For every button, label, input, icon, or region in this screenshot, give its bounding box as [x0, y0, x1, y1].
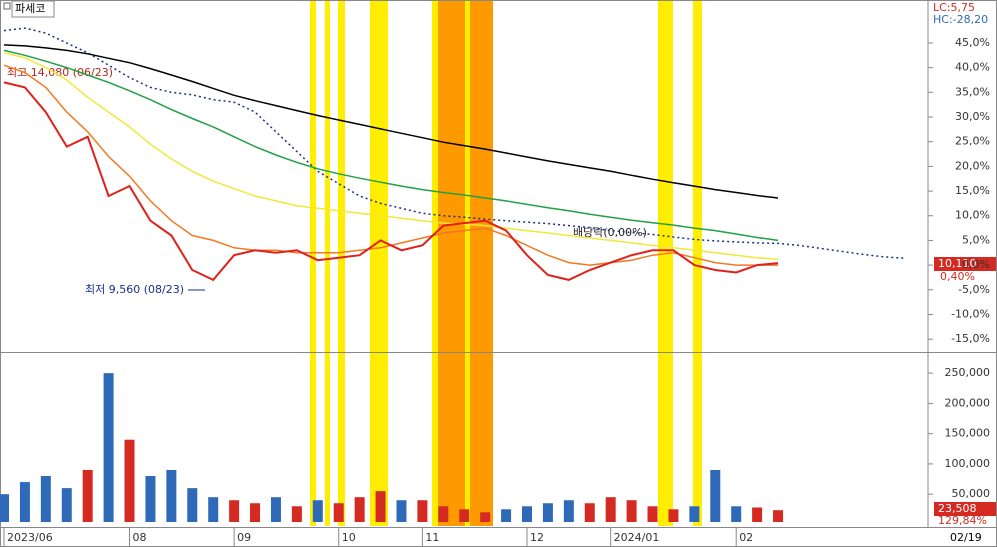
y-tick-label: 50,000	[952, 487, 991, 500]
volume-bar	[501, 509, 512, 522]
y-tick-label: 10,0%	[955, 209, 990, 222]
volume-bar	[375, 491, 386, 522]
volume-bar	[563, 500, 574, 522]
hc-label: HC:-28,20	[933, 13, 988, 26]
volume-bar	[480, 512, 491, 522]
highlight-band	[310, 1, 316, 526]
y-tick-label: 15,0%	[955, 184, 990, 197]
y-tick-label: -5,0%	[958, 283, 990, 296]
y-tick-label: 100,000	[945, 457, 991, 470]
last-volume-ratio: 129,84%	[938, 514, 987, 527]
highlight-band	[438, 1, 465, 526]
y-tick-label: 20,0%	[955, 159, 990, 172]
y-tick-label: 30,0%	[955, 110, 990, 123]
lc-label: LC:5,75	[933, 1, 975, 14]
highlight-band	[658, 1, 673, 526]
last-value-box	[934, 257, 996, 271]
y-tick-label: 40,0%	[955, 61, 990, 74]
highlight-band	[370, 1, 388, 526]
volume-bar	[584, 503, 595, 522]
series-line	[3, 52, 779, 260]
volume-bar	[145, 476, 156, 522]
highlight-band	[465, 1, 470, 526]
low-label: 최저 9,560 (08/23)	[85, 283, 184, 296]
y-tick-label: 0,0%	[962, 258, 990, 271]
volume-bar	[542, 503, 553, 522]
y-tick-label: -15,0%	[951, 332, 990, 345]
volume-bar	[605, 497, 616, 522]
y-tick-label: 35,0%	[955, 85, 990, 98]
highlight-band	[338, 1, 345, 526]
y-tick-label: 45,0%	[955, 36, 990, 49]
volume-bar	[229, 500, 240, 522]
volume-bar	[82, 469, 93, 522]
highlight-band	[325, 1, 330, 526]
volume-bar	[40, 476, 51, 522]
volume-bar	[710, 469, 721, 522]
volume-bar	[270, 497, 281, 522]
volume-bar	[124, 439, 135, 522]
volume-bar	[61, 488, 72, 522]
volume-bar	[417, 500, 428, 522]
volume-bar	[333, 503, 344, 522]
last-volume: 23,508	[938, 502, 977, 515]
highlight-band	[470, 1, 493, 526]
volume-bar	[731, 506, 742, 522]
volume-bar	[208, 497, 219, 522]
volume-bar	[103, 373, 114, 522]
icon	[3, 2, 11, 10]
y-tick-label: 150,000	[945, 427, 991, 440]
series-line	[3, 27, 904, 259]
series-line	[3, 64, 778, 266]
volume-bar	[291, 506, 302, 522]
y-tick-label: 250,000	[945, 366, 991, 379]
y-tick-label: -10,0%	[951, 307, 990, 320]
x-tick-label: 08	[133, 531, 147, 544]
volume-bar	[626, 500, 637, 522]
x-tick-label: 12	[530, 531, 544, 544]
x-tick-label: 10	[342, 531, 356, 544]
end-date: 02/19	[950, 531, 982, 544]
volume-bar	[250, 503, 261, 522]
last-volume-box	[934, 502, 996, 516]
volume-bar	[689, 506, 700, 522]
x-tick-label: 11	[425, 531, 439, 544]
volume-bar	[0, 494, 9, 522]
volume-bar	[752, 507, 763, 522]
last-change: 0,40%	[940, 270, 975, 283]
volume-bar	[647, 506, 658, 522]
volume-bar	[459, 509, 470, 522]
x-tick-label: 09	[237, 531, 251, 544]
highlight-band	[693, 1, 702, 526]
x-tick-label: 2024/01	[614, 531, 660, 544]
volume-bar	[438, 506, 449, 522]
y-tick-label: 5,0%	[962, 233, 990, 246]
volume-bar	[668, 509, 679, 522]
volume-bar	[522, 506, 532, 522]
volume-bar	[19, 482, 30, 522]
volume-bar	[166, 469, 177, 522]
series-line	[3, 81, 779, 282]
last-value: 10,110	[938, 257, 977, 270]
y-tick-label: 25,0%	[955, 135, 990, 148]
x-tick-label: 2023/06	[7, 531, 53, 544]
highlight-band	[432, 1, 438, 526]
series-line	[3, 49, 779, 242]
volume-bar	[312, 500, 323, 522]
volume-bar	[187, 488, 198, 522]
dividend-label: 배당락(0,00%)	[573, 226, 647, 239]
title-box	[11, 0, 55, 18]
series-line	[3, 44, 779, 199]
stock-title: 파세코	[15, 2, 45, 15]
high-label: 최고 14,080 (06/23)	[7, 66, 113, 79]
y-tick-label: 200,000	[945, 396, 991, 409]
volume-bar	[773, 510, 784, 522]
volume-bar	[354, 497, 365, 522]
volume-bar	[396, 500, 407, 522]
x-tick-label: 02	[739, 531, 753, 544]
